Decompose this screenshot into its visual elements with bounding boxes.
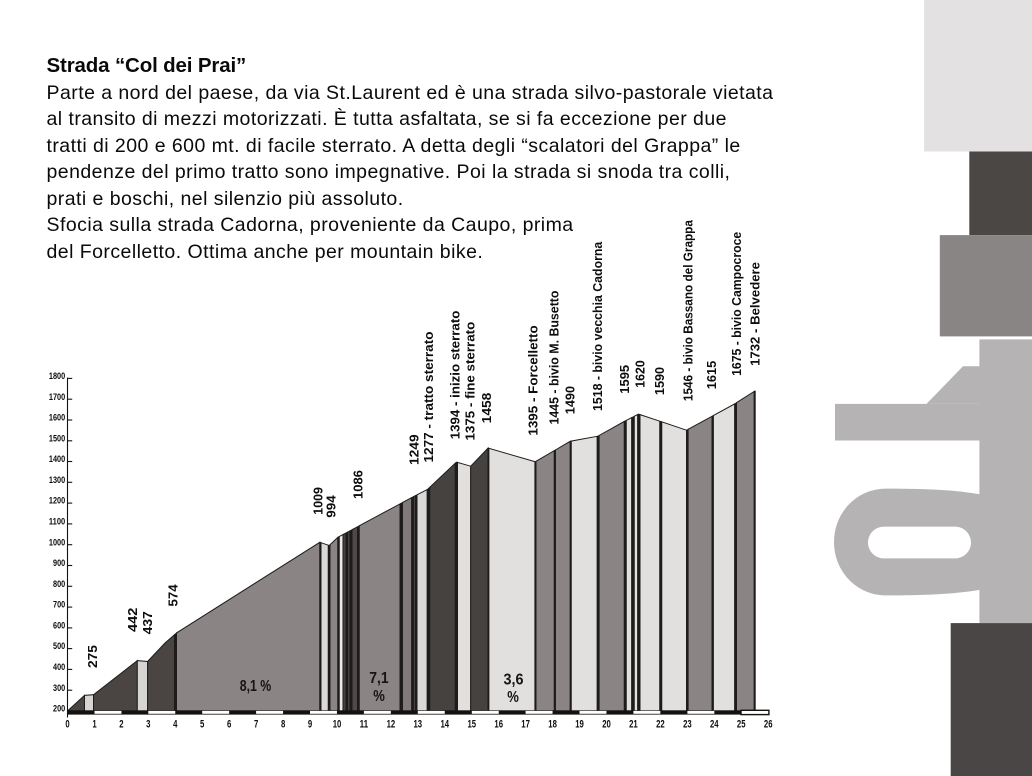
- svg-text:1800: 1800: [49, 371, 65, 382]
- svg-text:22: 22: [656, 719, 665, 731]
- svg-text:0: 0: [65, 719, 69, 731]
- svg-text:994: 994: [324, 494, 339, 517]
- svg-text:1445 - bivio M. Busetto: 1445 - bivio M. Busetto: [546, 290, 561, 424]
- svg-text:1590: 1590: [652, 367, 667, 395]
- svg-text:13: 13: [414, 719, 423, 731]
- svg-text:20: 20: [602, 719, 611, 731]
- svg-text:3: 3: [146, 719, 150, 731]
- svg-text:9: 9: [308, 719, 312, 731]
- svg-text:1277 - tratto sterrato: 1277 - tratto sterrato: [421, 331, 436, 462]
- svg-text:23: 23: [683, 719, 692, 731]
- svg-text:1500: 1500: [49, 433, 65, 444]
- svg-text:25: 25: [737, 719, 746, 731]
- svg-text:3,6: 3,6: [504, 672, 524, 689]
- svg-text:700: 700: [53, 600, 65, 611]
- svg-text:%: %: [507, 689, 519, 706]
- svg-text:8,1 %: 8,1 %: [240, 678, 272, 695]
- svg-text:1518 - bivio vecchia Cadorna: 1518 - bivio vecchia Cadorna: [590, 241, 605, 411]
- svg-text:1620: 1620: [633, 360, 648, 388]
- svg-text:1375 - fine sterrato: 1375 - fine sterrato: [463, 322, 478, 441]
- svg-text:1490: 1490: [563, 386, 578, 414]
- svg-text:1595: 1595: [617, 365, 632, 394]
- svg-text:200: 200: [53, 704, 65, 715]
- svg-text:1615: 1615: [704, 361, 719, 390]
- svg-text:2: 2: [119, 719, 123, 731]
- svg-text:21: 21: [629, 719, 638, 731]
- svg-text:1086: 1086: [350, 470, 365, 499]
- svg-text:442: 442: [125, 608, 140, 632]
- svg-text:19: 19: [575, 719, 584, 731]
- svg-text:500: 500: [53, 641, 65, 652]
- svg-text:7: 7: [254, 719, 258, 731]
- svg-text:437: 437: [140, 611, 155, 634]
- svg-text:1394 - inizio sterrato: 1394 - inizio sterrato: [447, 311, 462, 440]
- svg-text:14: 14: [441, 719, 450, 731]
- svg-text:1200: 1200: [49, 496, 65, 507]
- svg-text:8: 8: [281, 719, 285, 731]
- svg-text:18: 18: [548, 719, 557, 731]
- svg-text:1: 1: [92, 719, 96, 731]
- svg-text:800: 800: [53, 579, 65, 590]
- svg-text:26: 26: [764, 719, 773, 731]
- svg-text:4: 4: [173, 719, 178, 731]
- svg-text:1009: 1009: [311, 487, 326, 515]
- svg-text:10: 10: [333, 719, 342, 731]
- svg-text:275: 275: [85, 645, 100, 668]
- svg-text:%: %: [373, 688, 385, 705]
- svg-text:11: 11: [360, 719, 369, 731]
- svg-text:12: 12: [387, 719, 396, 731]
- svg-text:574: 574: [166, 584, 181, 607]
- svg-text:600: 600: [53, 620, 65, 631]
- svg-text:400: 400: [53, 662, 65, 673]
- svg-text:1732 - Belvedere: 1732 - Belvedere: [748, 262, 763, 366]
- svg-text:24: 24: [710, 719, 719, 731]
- svg-text:15: 15: [468, 719, 477, 731]
- svg-text:17: 17: [521, 719, 530, 731]
- svg-text:1675 - bivio Campocroce: 1675 - bivio Campocroce: [729, 232, 744, 376]
- svg-text:1249: 1249: [406, 434, 421, 465]
- svg-text:7,1: 7,1: [369, 670, 388, 687]
- svg-text:1546 - bivio Bassano del Grapp: 1546 - bivio Bassano del Grappa: [681, 219, 696, 401]
- svg-text:1400: 1400: [49, 454, 65, 465]
- svg-text:16: 16: [494, 719, 503, 731]
- svg-text:6: 6: [227, 719, 231, 731]
- svg-text:5: 5: [200, 719, 204, 731]
- svg-text:900: 900: [53, 558, 65, 569]
- svg-text:1300: 1300: [49, 475, 65, 486]
- svg-text:300: 300: [53, 683, 65, 694]
- svg-text:1700: 1700: [49, 392, 65, 403]
- svg-text:1000: 1000: [49, 537, 65, 548]
- svg-text:1395 - Forcelletto: 1395 - Forcelletto: [526, 325, 541, 435]
- svg-text:1600: 1600: [49, 413, 65, 424]
- svg-text:1100: 1100: [49, 517, 65, 528]
- svg-text:1458: 1458: [479, 393, 494, 424]
